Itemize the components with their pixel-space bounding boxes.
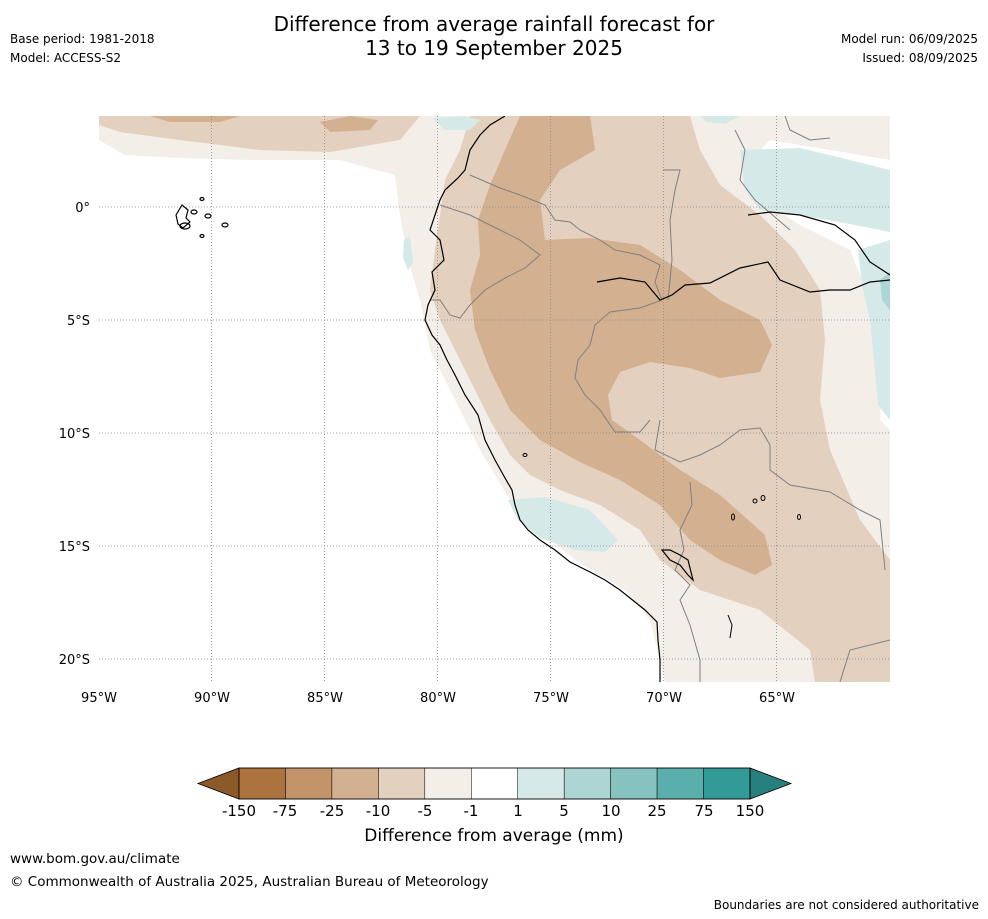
colorbar: -150 -75 -25 -10 -5 -1 1 5 10 25 75 150 [196,767,793,820]
colorbar-title: Difference from average (mm) [364,826,624,846]
colorbar-cell-p5_10 [563,767,611,800]
colorbar-tick: -75 [273,802,298,820]
lat-tick-labels: 0° 5°S 10°S 15°S 20°S [59,201,90,668]
lon-label: 90°W [194,691,230,706]
small-lakes [522,453,801,639]
colorbar-tick: 10 [601,802,620,820]
lat-label: 5°S [67,314,90,329]
anomaly-patch-north [150,116,378,132]
model-text: Model: ACCESS-S2 [10,51,122,65]
colorbar-tick: -150 [222,802,256,820]
anomaly-positive-small [403,236,413,270]
issued-text: Issued: 08/09/2025 [862,51,978,65]
map-area [99,116,890,682]
lat-label: 10°S [59,427,90,442]
anomaly-band-n25-10 [470,116,772,575]
colorbar-extend-low [196,767,240,800]
base-period-text: Base period: 1981-2018 [10,32,155,46]
colorbar-tick: 5 [559,802,569,820]
colorbar-cells [238,767,751,800]
colorbar-cell-n1_1 [471,767,518,800]
colorbar-tick: -1 [464,802,479,820]
anomaly-positive-east-core [880,272,890,310]
anomaly-positive-ne [740,148,890,232]
colorbar-cell-n25_10 [331,767,379,800]
lon-label: 65°W [759,691,795,706]
colorbar-cell-p1_5 [517,767,565,800]
colorbar-tick: -5 [418,802,433,820]
colorbar-frame [238,767,751,800]
colorbar-tick: 1 [513,802,523,820]
country-borders [430,116,890,682]
map-title: Difference from average rainfall forecas… [0,12,988,60]
colorbar-tick: 25 [647,802,666,820]
colorbar-cell-n150_75 [238,767,286,800]
lat-label: 0° [75,201,90,216]
colorbar-tick: -25 [320,802,345,820]
meta-left: Base period: 1981-2018 Model: ACCESS-S2 [10,30,155,68]
lon-label: 70°W [646,691,682,706]
lon-label: 75°W [533,691,569,706]
coastlines [424,116,890,682]
lon-label: 95°W [81,691,117,706]
colorbar-cell-n75_25 [285,767,333,800]
title-line-1: Difference from average rainfall forecas… [273,12,715,36]
colorbar-cell-p25_75 [656,767,704,800]
colorbar-ticks: -150 -75 -25 -10 -5 -1 1 5 10 25 75 150 [222,802,764,820]
gridlines [99,116,890,682]
galapagos-islands [175,196,229,239]
colorbar-tick: 150 [736,802,765,820]
lon-label: 85°W [307,691,343,706]
footer-url[interactable]: www.bom.gov.au/climate [10,851,180,867]
lat-label: 20°S [59,653,90,668]
colorbar-extend-high [749,767,793,800]
model-run-text: Model run: 06/09/2025 [840,32,978,46]
footer-copyright: © Commonwealth of Australia 2025, Austra… [10,874,489,890]
colorbar-cell-n10_5 [378,767,426,800]
meta-right: Model run: 06/09/2025 Issued: 08/09/2025 [841,30,978,68]
anomaly-positive-top [432,116,740,130]
colorbar-tick: -10 [366,802,391,820]
colorbar-cell-p10_25 [610,767,658,800]
lat-label: 15°S [59,540,90,555]
lon-tick-labels: 95°W 90°W 85°W 80°W 75°W 70°W 65°W [81,691,795,706]
anomaly-positive-ocean [508,497,618,552]
colorbar-tick: 75 [694,802,713,820]
footer-note: Boundaries are not considered authoritat… [713,898,979,912]
lon-label: 80°W [420,691,456,706]
colorbar-cell-n5_1 [424,767,472,800]
colorbar-cell-p75_150 [703,767,751,800]
title-line-2: 13 to 19 September 2025 [365,36,623,60]
